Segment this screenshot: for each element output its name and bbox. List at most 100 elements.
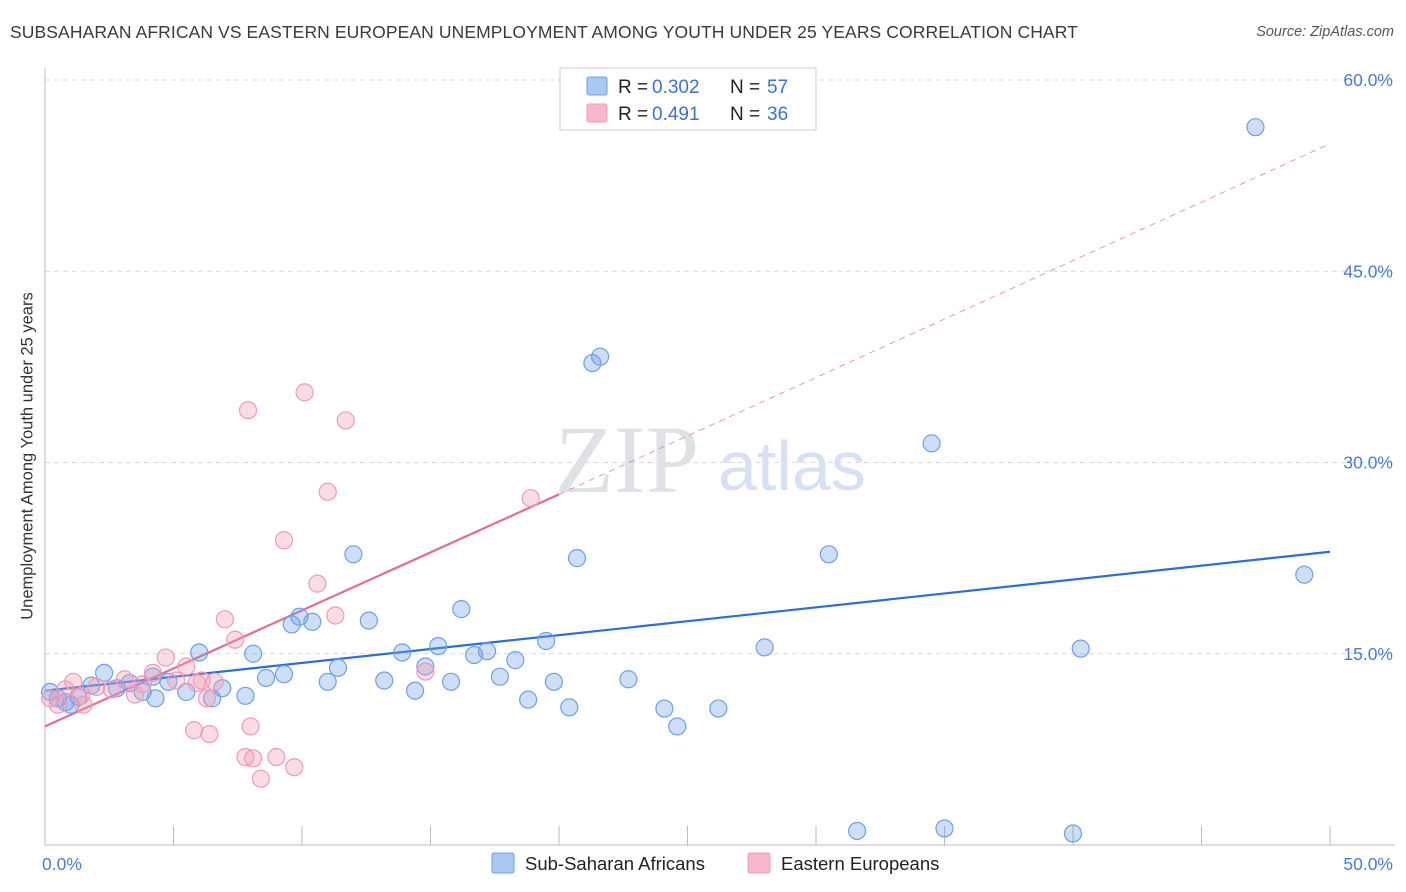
- axes: [44, 68, 1395, 846]
- legend-n-value: 36: [767, 104, 788, 125]
- point-subsaharan: [244, 644, 263, 663]
- point-subsaharan: [848, 821, 867, 841]
- point-subsaharan: [429, 636, 448, 656]
- chart-title: SUBSAHARAN AFRICAN VS EASTERN EUROPEAN U…: [10, 22, 1078, 42]
- point-subsaharan: [1246, 118, 1265, 137]
- point-subsaharan: [655, 699, 674, 718]
- point-subsaharan: [619, 670, 638, 689]
- point-eastern-european: [64, 672, 83, 691]
- point-eastern-european: [416, 662, 435, 681]
- x-tick-label: 50.0%: [1343, 854, 1393, 874]
- point-eastern-european: [74, 695, 93, 714]
- point-subsaharan: [1295, 565, 1314, 584]
- point-eastern-european: [285, 758, 304, 777]
- point-subsaharan: [567, 549, 587, 568]
- point-eastern-european: [143, 663, 163, 682]
- point-eastern-european: [236, 747, 255, 767]
- point-subsaharan: [190, 643, 209, 662]
- point-eastern-european: [192, 671, 211, 690]
- point-subsaharan: [256, 668, 276, 688]
- point-subsaharan: [282, 615, 301, 634]
- trend-line: [44, 550, 1331, 692]
- point-subsaharan: [95, 663, 114, 682]
- point-subsaharan: [490, 667, 509, 686]
- point-subsaharan: [544, 672, 563, 691]
- point-subsaharan: [506, 651, 525, 670]
- point-subsaharan: [819, 545, 838, 564]
- point-subsaharan: [236, 686, 255, 705]
- bottom-legend-swatch: [491, 852, 515, 874]
- point-eastern-european: [267, 747, 286, 767]
- point-subsaharan: [359, 611, 378, 630]
- y-tick-label: 15.0%: [1343, 644, 1393, 664]
- point-subsaharan: [441, 672, 461, 691]
- legend-n-label: N =: [730, 104, 760, 125]
- point-subsaharan: [416, 657, 435, 676]
- point-subsaharan: [177, 682, 196, 702]
- point-eastern-european: [200, 724, 219, 744]
- y-tick-labels: 15.0% 30.0% 45.0% 60.0%: [1343, 70, 1393, 664]
- source-credit: Source: ZipAtlas.com: [1256, 24, 1394, 40]
- x-tick-label: 0.0%: [42, 854, 82, 874]
- point-subsaharan: [668, 717, 687, 736]
- bottom-legend-label: Eastern Europeans: [781, 853, 939, 874]
- point-subsaharan: [537, 631, 556, 651]
- point-eastern-european: [244, 749, 263, 768]
- bottom-legend-swatch: [747, 852, 771, 874]
- point-eastern-european: [156, 648, 175, 667]
- point-eastern-european: [87, 677, 106, 697]
- legend-r-value: 0.302: [652, 77, 700, 98]
- watermark: ZIP atlas: [555, 406, 866, 513]
- point-eastern-european: [326, 606, 345, 625]
- watermark-zip: ZIP: [555, 406, 699, 513]
- point-eastern-european: [125, 685, 145, 704]
- point-subsaharan: [922, 434, 941, 453]
- point-subsaharan: [303, 612, 322, 631]
- x-tick-labels: 0.0% 50.0%: [42, 854, 1393, 874]
- point-eastern-european: [102, 680, 121, 699]
- y-tick-label: 45.0%: [1343, 261, 1393, 281]
- point-subsaharan: [1063, 824, 1083, 843]
- legend-swatch: [586, 76, 608, 96]
- point-subsaharan: [159, 672, 178, 691]
- point-eastern-european: [238, 401, 258, 420]
- point-subsaharan: [709, 699, 728, 718]
- point-subsaharan: [344, 545, 363, 564]
- legend-r-label: R =: [618, 104, 648, 125]
- point-eastern-european: [187, 673, 206, 693]
- point-subsaharan: [935, 819, 954, 838]
- y-tick-label: 60.0%: [1343, 70, 1393, 90]
- point-eastern-european: [336, 411, 355, 430]
- point-subsaharan: [591, 347, 610, 366]
- legend-box: R = 0.302 N = 57 R = 0.491 N = 36: [559, 67, 817, 131]
- legend-n-label: N =: [730, 77, 760, 98]
- point-eastern-european: [308, 574, 327, 593]
- point-eastern-european: [226, 630, 245, 649]
- point-eastern-european: [205, 672, 224, 691]
- trend-line-extension: [558, 143, 1331, 495]
- point-subsaharan: [1071, 639, 1090, 658]
- point-eastern-european: [274, 531, 294, 550]
- point-eastern-european: [521, 489, 540, 508]
- legend-n-value: 57: [767, 77, 788, 98]
- point-eastern-european: [215, 610, 234, 629]
- point-eastern-european: [241, 717, 260, 736]
- point-eastern-european: [56, 680, 75, 699]
- data-points: [41, 118, 1314, 843]
- point-eastern-european: [251, 769, 270, 788]
- point-eastern-european: [166, 671, 186, 690]
- point-eastern-european: [48, 695, 67, 714]
- point-subsaharan: [328, 658, 348, 677]
- y-tick-label: 30.0%: [1343, 453, 1393, 473]
- gridlines: [45, 79, 1395, 655]
- point-eastern-european: [133, 675, 152, 694]
- legend-swatch: [586, 103, 608, 123]
- point-subsaharan: [318, 672, 337, 691]
- watermark-atlas: atlas: [718, 427, 866, 505]
- point-eastern-european: [318, 482, 337, 501]
- point-subsaharan: [755, 638, 774, 657]
- point-subsaharan: [477, 642, 497, 661]
- point-eastern-european: [184, 721, 204, 740]
- point-eastern-european: [197, 689, 217, 708]
